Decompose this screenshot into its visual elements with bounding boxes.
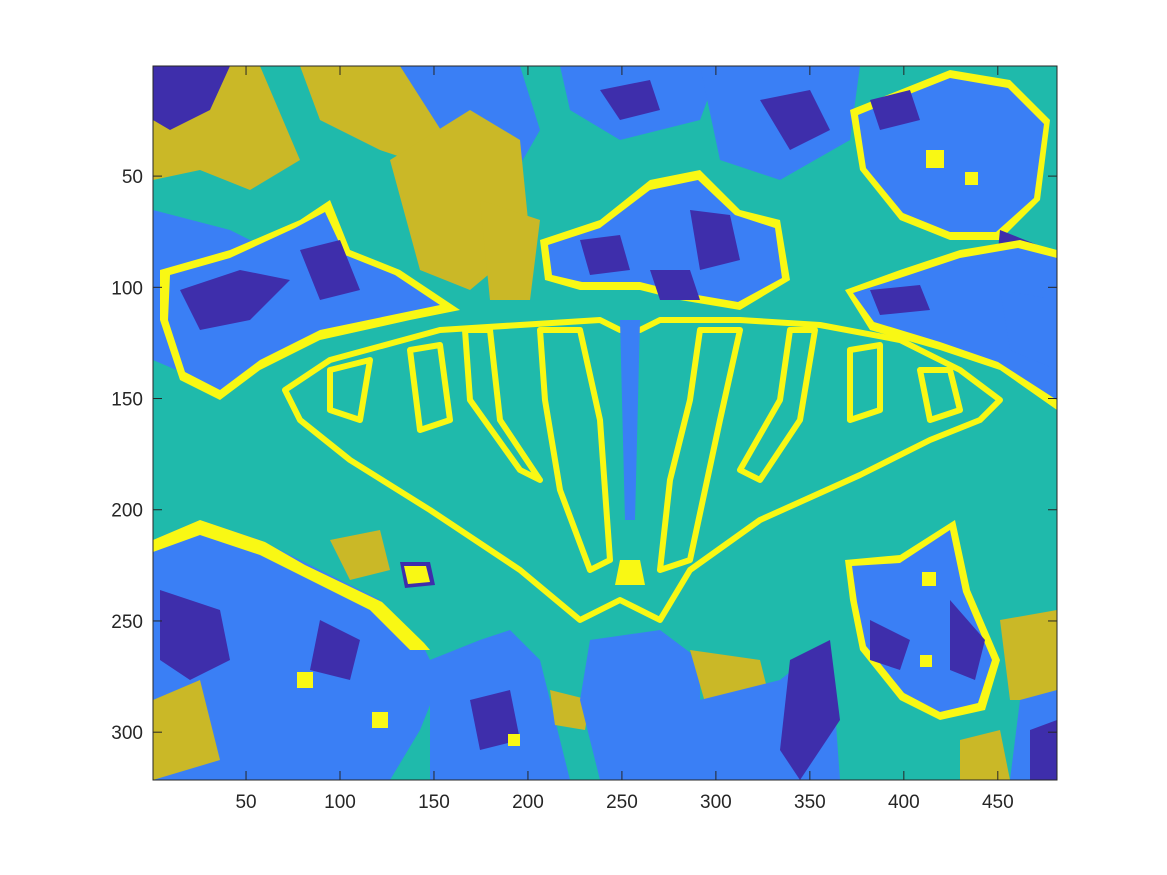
- region: [470, 690, 520, 750]
- region: [330, 530, 390, 580]
- x-tick-label: 450: [982, 792, 1014, 813]
- y-tick-label: 300: [111, 723, 143, 744]
- segmented-image: [153, 66, 1057, 780]
- region: [300, 240, 360, 300]
- x-tick-label: 100: [324, 792, 356, 813]
- region: [480, 200, 540, 300]
- region: [153, 680, 220, 780]
- region: [870, 620, 910, 670]
- region: [847, 342, 883, 423]
- axes: 50 100 150 200 250 300 350 400 450 50 100 150 200 25…: [111, 65, 1058, 813]
- region: [153, 66, 230, 130]
- region: [853, 248, 1057, 400]
- region: [407, 342, 453, 433]
- region: [960, 730, 1010, 780]
- region: [153, 520, 440, 780]
- region: [372, 712, 388, 728]
- region: [917, 367, 963, 423]
- region: [620, 320, 640, 520]
- region: [920, 655, 932, 667]
- x-tick-label: 400: [888, 792, 920, 813]
- region: [600, 80, 660, 120]
- region: [462, 327, 543, 483]
- region: [282, 317, 1003, 623]
- x-axis: 50 100 150 200 250 300 350 400 450: [235, 66, 1014, 813]
- region: [650, 270, 700, 300]
- y-axis: 50 100 150 200 250 300: [111, 167, 1057, 744]
- region: [310, 620, 360, 680]
- region: [657, 327, 743, 573]
- region: [615, 560, 645, 585]
- y-tick-label: 100: [111, 278, 143, 299]
- axes-frame: [152, 65, 1058, 781]
- region: [153, 520, 430, 650]
- region: [870, 90, 920, 130]
- region: [760, 90, 830, 150]
- region: [737, 327, 818, 483]
- x-tick-label: 300: [700, 792, 732, 813]
- region: [870, 285, 930, 315]
- region: [780, 640, 840, 780]
- region: [404, 566, 430, 584]
- region: [1000, 610, 1057, 700]
- region: [926, 150, 944, 168]
- region: [580, 235, 630, 275]
- region: [160, 590, 230, 680]
- region: [508, 734, 520, 746]
- x-tick-label: 250: [606, 792, 638, 813]
- y-tick-label: 50: [122, 167, 143, 188]
- y-tick-label: 150: [111, 390, 143, 411]
- x-tick-label: 200: [512, 792, 544, 813]
- region: [922, 572, 936, 586]
- region: [327, 357, 373, 423]
- x-tick-label: 50: [235, 792, 256, 813]
- region: [1000, 290, 1057, 370]
- region: [580, 630, 700, 780]
- region: [1030, 720, 1057, 780]
- region: [297, 672, 313, 688]
- region: [690, 210, 740, 270]
- x-tick-label: 150: [418, 792, 450, 813]
- x-tick-label: 350: [794, 792, 826, 813]
- region: [965, 172, 978, 185]
- region: [180, 270, 290, 330]
- region: [537, 327, 613, 573]
- region: [950, 600, 985, 680]
- region: [168, 212, 440, 390]
- y-tick-label: 200: [111, 501, 143, 522]
- y-tick-label: 250: [111, 612, 143, 633]
